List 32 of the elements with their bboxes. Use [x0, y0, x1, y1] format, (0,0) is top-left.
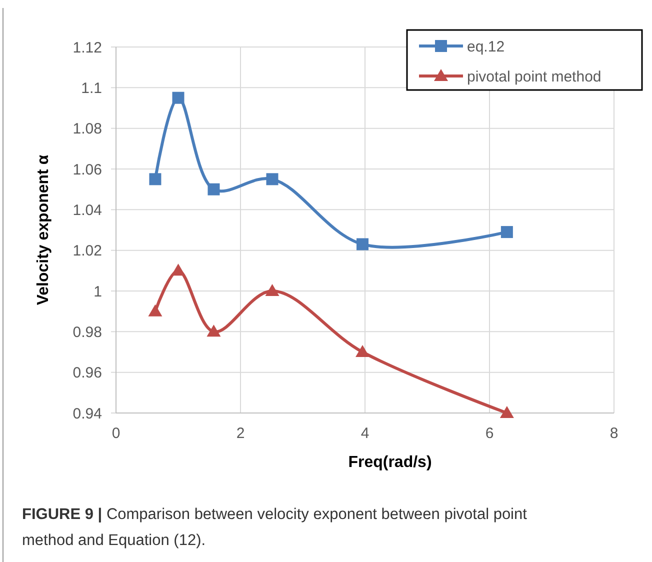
- y-axis-title: Velocity exponent α: [35, 154, 52, 306]
- y-tick-label: 1.1: [81, 80, 102, 97]
- point: [208, 183, 220, 196]
- y-tick-label: 0.96: [72, 364, 102, 382]
- caption: FIGURE 9 | Comparison between velocity exponent between pivotal point method and Equation (12).: [22, 506, 528, 549]
- y-tick-label: 0.98: [72, 324, 102, 341]
- point: [148, 304, 162, 316]
- point: [172, 92, 184, 104]
- x-tick-label: 6: [485, 425, 494, 442]
- y-tick-label: 1.08: [72, 120, 102, 138]
- point: [266, 173, 278, 186]
- point: [149, 173, 162, 186]
- x-tick-label: 2: [236, 425, 245, 442]
- y-tick-label: 1.02: [72, 242, 102, 260]
- legend-label: pivotal point method: [467, 68, 602, 86]
- y-tick-label: 1.06: [72, 161, 102, 178]
- x-tick-label: 4: [360, 425, 370, 442]
- x-tick-label: 0: [112, 425, 120, 442]
- legend-label: eq.12: [467, 38, 505, 56]
- point: [500, 226, 513, 238]
- y-tick-label: 1.12: [72, 39, 102, 56]
- point: [206, 324, 221, 337]
- point: [356, 238, 369, 250]
- x-axis-title: Freq(rad/s): [348, 454, 432, 471]
- y-tick-label: 0.94: [72, 405, 102, 422]
- point: [171, 264, 186, 276]
- y-tick-label: 1: [94, 283, 102, 300]
- x-tick-label: 8: [610, 425, 618, 442]
- point: [500, 406, 514, 418]
- point: [356, 345, 370, 357]
- point: [265, 284, 280, 296]
- y-tick-label: 1.04: [72, 202, 102, 219]
